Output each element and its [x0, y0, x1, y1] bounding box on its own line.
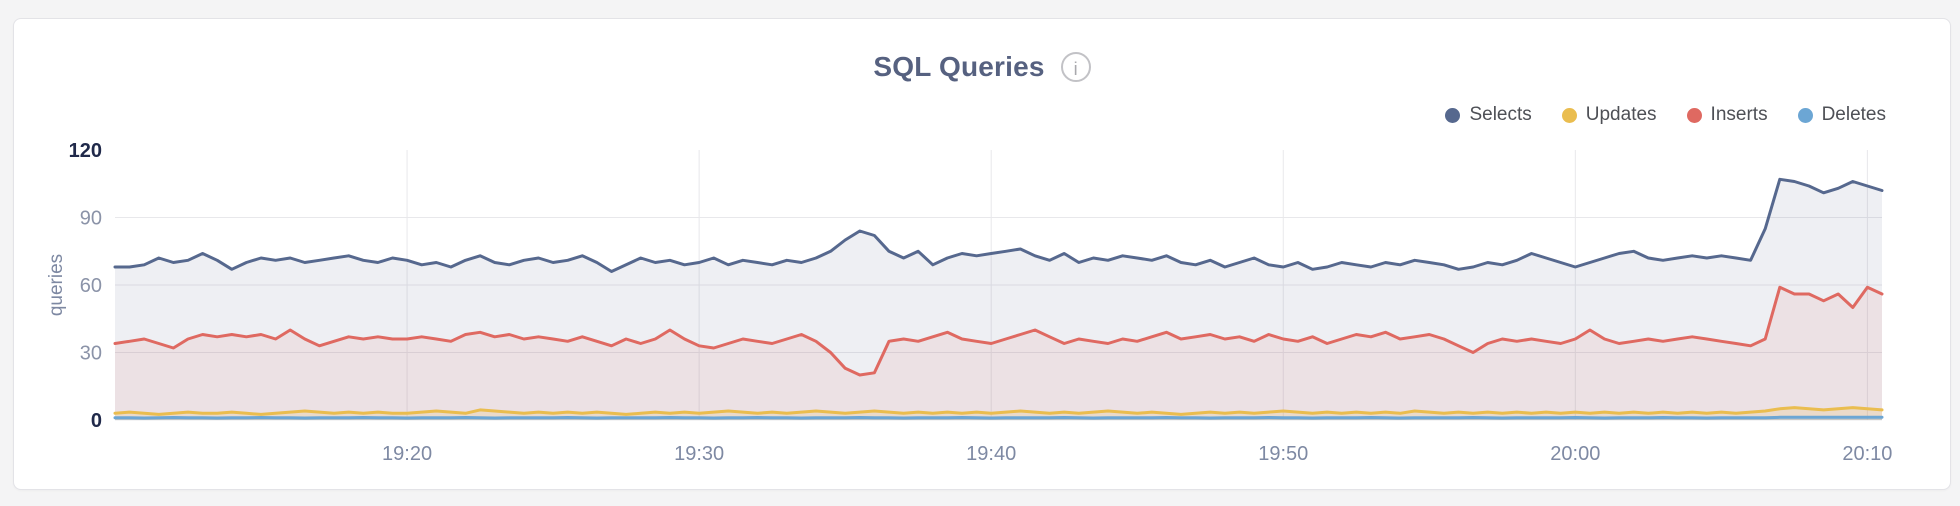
legend-item-deletes[interactable]: Deletes	[1797, 104, 1886, 126]
legend-dot-icon	[1445, 107, 1461, 123]
info-icon[interactable]: i	[1060, 52, 1091, 82]
legend-label: Updates	[1585, 104, 1657, 125]
legend-item-inserts[interactable]: Inserts	[1686, 104, 1768, 126]
legend-item-updates[interactable]: Updates	[1561, 104, 1657, 126]
legend-dot-icon	[1797, 107, 1813, 123]
chart-header: SQL Queries i	[14, 51, 1950, 83]
legend-item-selects[interactable]: Selects	[1445, 104, 1532, 126]
legend-dot-icon	[1686, 107, 1702, 123]
legend-label: Selects	[1469, 104, 1532, 125]
legend-label: Inserts	[1710, 104, 1768, 125]
legend-dot-icon	[1561, 107, 1577, 123]
chart-panel: SQL Queries i Selects Updates Inserts Delet…	[13, 18, 1951, 490]
page-title: SQL Queries	[873, 51, 1045, 82]
legend-label: Deletes	[1821, 104, 1886, 125]
chart-legend: Selects Updates Inserts Deletes	[1445, 104, 1886, 126]
